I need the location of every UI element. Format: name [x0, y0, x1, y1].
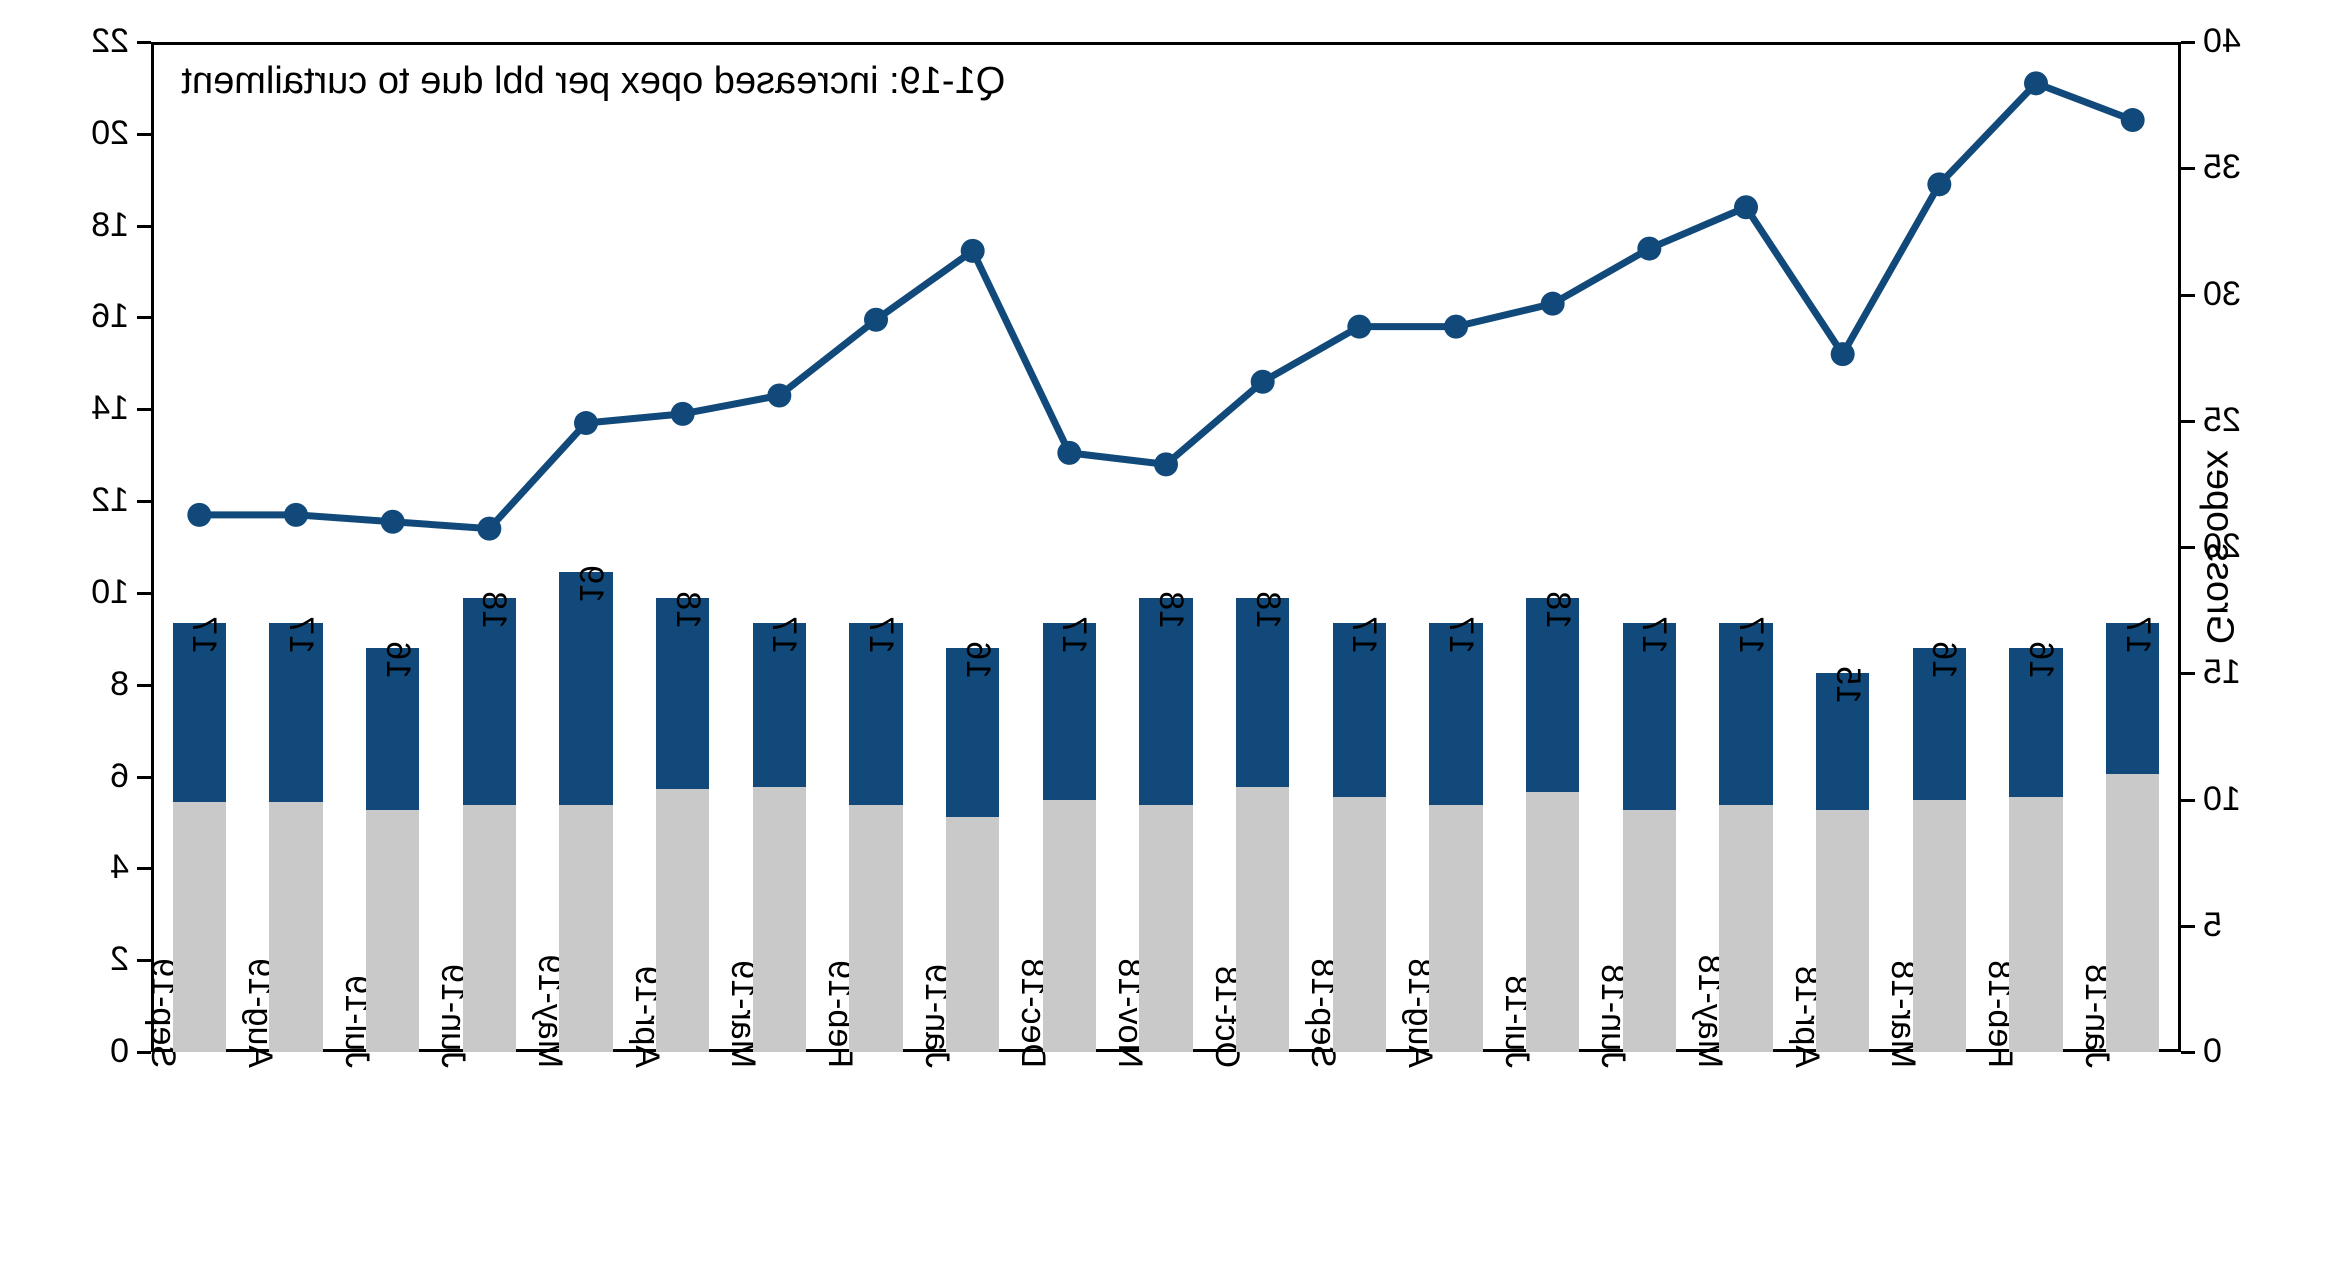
chart-root: 05101520253035400246810121416182022Gross…: [0, 0, 2336, 1273]
series-marker: [1347, 315, 1371, 339]
series-marker: [1637, 237, 1661, 261]
series-marker: [1831, 342, 1855, 366]
series-marker: [1057, 441, 1081, 465]
annotation-text: Q1-19: increased opex per bbl due to cur…: [181, 60, 1005, 103]
series-marker: [864, 308, 888, 332]
series-marker: [1734, 195, 1758, 219]
series-marker: [187, 503, 211, 527]
series-marker: [477, 517, 501, 541]
line-layer: [0, 0, 2336, 1273]
series-marker: [2121, 108, 2145, 132]
series-marker: [381, 510, 405, 534]
series-marker: [1541, 292, 1565, 316]
series-marker: [961, 239, 985, 263]
series-marker: [1251, 370, 1275, 394]
series-marker: [1444, 315, 1468, 339]
series-marker: [671, 402, 695, 426]
series-marker: [767, 384, 791, 408]
series-marker: [1154, 452, 1178, 476]
series-marker: [284, 503, 308, 527]
series-marker: [574, 411, 598, 435]
series-marker: [1927, 172, 1951, 196]
series-marker: [2024, 71, 2048, 95]
